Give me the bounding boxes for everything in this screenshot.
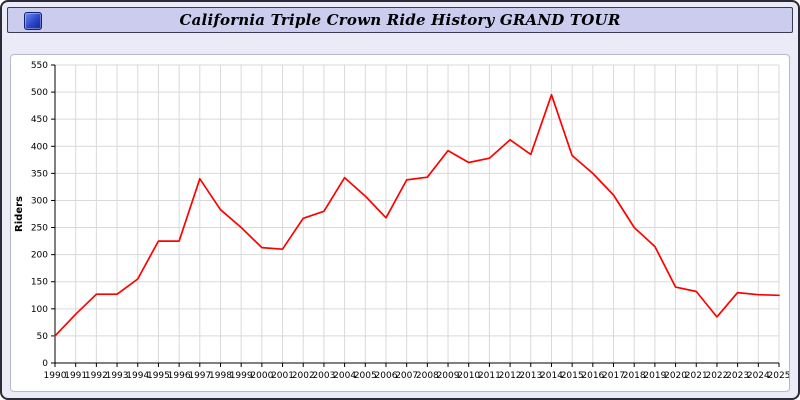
x-tick-label: 2005 — [354, 371, 377, 381]
x-tick-label: 2004 — [333, 371, 356, 381]
x-tick-label: 2002 — [292, 371, 315, 381]
x-tick-label: 1996 — [168, 371, 191, 381]
y-tick-label: 100 — [31, 305, 48, 315]
x-tick-label: 1991 — [64, 371, 87, 381]
x-tick-label: 1994 — [126, 371, 149, 381]
x-tick-label: 1992 — [85, 371, 108, 381]
y-tick-label: 50 — [37, 332, 49, 342]
app-icon — [24, 12, 42, 30]
x-tick-label: 2003 — [312, 371, 335, 381]
x-tick-label: 2022 — [705, 371, 728, 381]
x-tick-label: 2016 — [581, 371, 604, 381]
x-tick-label: 2019 — [643, 371, 666, 381]
series-line-riders — [54, 93, 780, 337]
riders-line-chart: 1990199119921993199419951996199719981999… — [14, 61, 790, 381]
x-tick-label: 2007 — [395, 371, 418, 381]
chart-panel: 1990 1991 1992 1993 1994 1995 1996 1997 1998 1999… — [10, 54, 790, 392]
x-tick-label: 2015 — [561, 371, 584, 381]
x-tick-label: 2018 — [623, 371, 646, 381]
y-tick-label: 150 — [31, 278, 48, 288]
x-tick-label: 1993 — [106, 371, 129, 381]
y-tick-label: 550 — [31, 61, 48, 71]
y-tick-label: 450 — [31, 115, 48, 125]
y-tick-label: 350 — [31, 169, 48, 179]
x-tick-label: 2021 — [685, 371, 708, 381]
x-tick-label: 2009 — [437, 371, 460, 381]
x-tick-label: 2001 — [271, 371, 294, 381]
x-tick-label: 2017 — [602, 371, 625, 381]
y-tick-label: 250 — [31, 224, 48, 234]
window-titlebar: California Triple Crown Ride History GRA… — [7, 7, 793, 33]
x-tick-label: 1997 — [188, 371, 211, 381]
x-tick-label: 2025 — [768, 371, 790, 381]
y-tick-label: 400 — [31, 142, 48, 152]
x-tick-label: 2014 — [540, 371, 563, 381]
x-tick-label: 2013 — [519, 371, 542, 381]
x-tick-label: 1998 — [209, 371, 232, 381]
y-tick-label: 300 — [31, 196, 48, 206]
x-tick-label: 2020 — [664, 371, 687, 381]
x-tick-label: 1990 — [44, 371, 67, 381]
y-tick-label: 0 — [42, 359, 48, 369]
x-tick-label: 2024 — [747, 371, 770, 381]
x-tick-label: 2011 — [478, 371, 501, 381]
x-tick-label: 2023 — [726, 371, 749, 381]
x-tick-label: 2012 — [499, 371, 522, 381]
x-tick-label: 2008 — [416, 371, 439, 381]
x-tick-label: 2000 — [250, 371, 273, 381]
x-tick-label: 1995 — [147, 371, 170, 381]
x-tick-label: 2010 — [457, 371, 480, 381]
x-tick-label: 1999 — [230, 371, 253, 381]
y-tick-label: 200 — [31, 251, 48, 261]
y-axis-label: Riders — [14, 196, 25, 232]
plot-area — [55, 65, 779, 363]
x-tick-label: 2006 — [375, 371, 398, 381]
page-title: California Triple Crown Ride History GRA… — [179, 11, 621, 29]
y-tick-label: 500 — [31, 88, 48, 98]
